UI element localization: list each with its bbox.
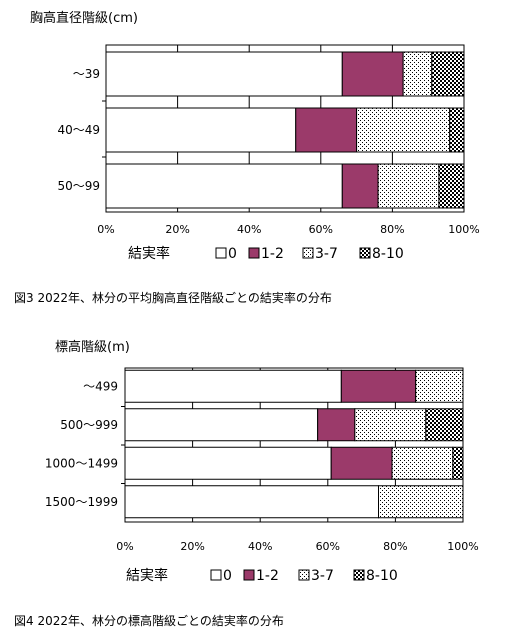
chart-1-bar-0-series-0 xyxy=(124,369,342,403)
chart-0-bar-0-series-3 xyxy=(431,51,465,97)
chart-0-legend-title: 結実率 xyxy=(128,245,170,262)
chart-0-x-tick-label: 100% xyxy=(448,223,479,236)
chart-0-bar-2-series-0 xyxy=(105,163,343,209)
chart-0-bar-2-series-2 xyxy=(377,163,440,209)
chart-1-legend-swatch-3 xyxy=(353,569,365,581)
chart-0-caption: 図3 2022年、林分の平均胸高直径階級ごとの結実率の分布 xyxy=(14,290,332,305)
chart-0-bar-1-series-2 xyxy=(356,107,451,153)
chart-0-bar-0-series-2 xyxy=(402,51,433,97)
chart-1-category-label: ～499 xyxy=(83,379,118,393)
chart-0-legend-swatch-0 xyxy=(215,247,227,259)
chart-0-x-tick-label: 60% xyxy=(309,223,333,236)
chart-1-x-tick-label: 100% xyxy=(447,540,478,553)
chart-1-legend-label-2: 3-7 xyxy=(311,568,334,584)
chart-0-bar-1-series-3 xyxy=(449,107,465,153)
chart-0-legend-swatch-2 xyxy=(302,247,314,259)
chart-1-category-label: 500～999 xyxy=(60,418,118,432)
chart-1-x-tick-label: 20% xyxy=(180,540,204,553)
chart-0-bar-1-series-0 xyxy=(105,107,297,153)
chart-0-category-label: 50～99 xyxy=(57,179,100,193)
chart-0-legend-swatch-3 xyxy=(359,247,371,259)
chart-0-legend-label-2: 3-7 xyxy=(315,246,338,262)
chart-1-x-tick-label: 60% xyxy=(316,540,340,553)
chart-1-bar-1-series-1 xyxy=(317,408,356,442)
chart-1-legend-label-3: 8-10 xyxy=(366,568,398,584)
chart-1-category-label: 1500～1999 xyxy=(45,495,118,509)
chart-0-category-label: 40～49 xyxy=(57,123,100,137)
chart-1-caption: 図4 2022年、林分の標高階級ごとの結実率の分布 xyxy=(14,613,284,628)
chart-0-bar-2-series-3 xyxy=(438,163,465,209)
chart-1-bar-1-series-2 xyxy=(354,408,427,442)
chart-1-bar-1-series-3 xyxy=(425,408,464,442)
chart-0-x-tick-label: 80% xyxy=(380,223,404,236)
chart-0-legend-label-3: 8-10 xyxy=(372,246,404,262)
chart-0-bar-0-series-1 xyxy=(341,51,404,97)
chart-1-title: 標高階級(m) xyxy=(55,339,130,355)
chart-1-x-tick-label: 80% xyxy=(383,540,407,553)
chart-1-bar-3-series-0 xyxy=(124,485,379,519)
chart-1-bar-3-series-2 xyxy=(378,485,464,519)
chart-1-legend-swatch-1 xyxy=(243,569,255,581)
chart-0-bar-2-series-1 xyxy=(341,163,379,209)
chart-1-legend-swatch-0 xyxy=(210,569,222,581)
chart-0-category-label: ～39 xyxy=(73,67,100,81)
chart-1-x-tick-label: 0% xyxy=(116,540,133,553)
chart-0-legend-label-0: 0 xyxy=(228,246,237,262)
chart-1-category-label: 1000～1499 xyxy=(45,456,118,470)
chart-0-bar-1-series-1 xyxy=(295,107,358,153)
chart-1-x-tick-label: 40% xyxy=(248,540,272,553)
chart-0-legend-label-1: 1-2 xyxy=(261,246,284,262)
chart-0-legend-swatch-1 xyxy=(248,247,260,259)
chart-1-bar-1-series-0 xyxy=(124,408,319,442)
chart-1-legend-swatch-2 xyxy=(298,569,310,581)
chart-0-bar-0-series-0 xyxy=(105,51,343,97)
chart-1-bar-2-series-2 xyxy=(391,446,454,480)
chart-1-legend-label-1: 1-2 xyxy=(256,568,279,584)
chart-1-bar-2-series-1 xyxy=(330,446,393,480)
chart-1-bar-0-series-1 xyxy=(340,369,417,403)
chart-1-bar-0-series-2 xyxy=(415,369,464,403)
chart-1-legend-title: 結実率 xyxy=(126,567,168,584)
chart-0-x-tick-label: 0% xyxy=(97,223,114,236)
chart-1-legend-label-0: 0 xyxy=(223,568,232,584)
chart-0-x-tick-label: 20% xyxy=(165,223,189,236)
chart-1-bar-2-series-3 xyxy=(452,446,464,480)
chart-0-x-tick-label: 40% xyxy=(237,223,261,236)
chart-1-bar-2-series-0 xyxy=(124,446,332,480)
chart-0-title: 胸高直径階級(cm) xyxy=(30,10,138,26)
